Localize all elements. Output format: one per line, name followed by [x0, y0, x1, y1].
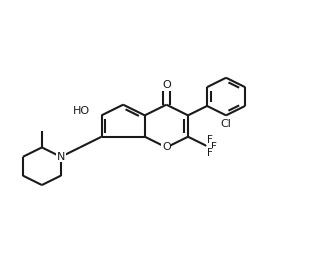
Text: F: F — [212, 142, 217, 152]
Text: N: N — [57, 152, 65, 162]
Text: O: O — [162, 81, 171, 90]
Text: F: F — [207, 135, 212, 145]
Text: F: F — [207, 149, 212, 158]
Text: O: O — [162, 142, 171, 152]
Text: Cl: Cl — [220, 119, 231, 129]
Text: HO: HO — [73, 105, 90, 116]
